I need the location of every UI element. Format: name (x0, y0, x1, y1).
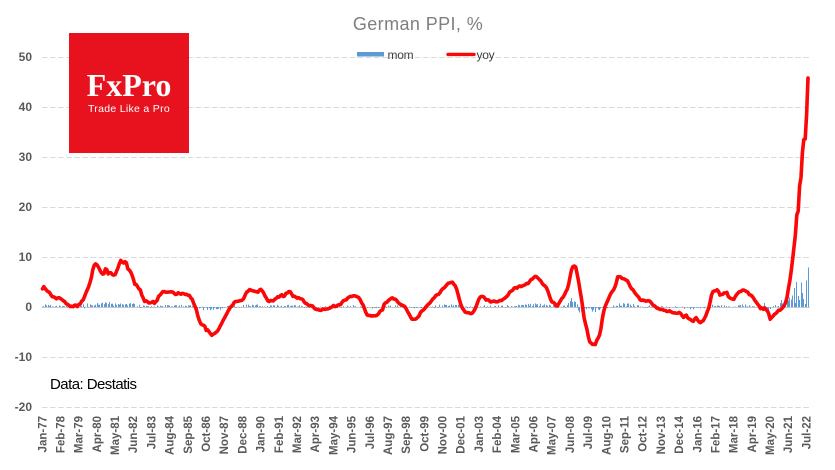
svg-text:Mar-79: Mar-79 (74, 416, 86, 453)
svg-text:May-20: May-20 (765, 416, 777, 455)
svg-text:Feb-17: Feb-17 (711, 416, 723, 453)
svg-text:Dec-01: Dec-01 (456, 415, 468, 453)
svg-text:Mar-18: Mar-18 (729, 415, 741, 453)
svg-text:Feb-04: Feb-04 (492, 415, 504, 453)
svg-text:Apr-93: Apr-93 (310, 416, 322, 452)
svg-text:Jan-03: Jan-03 (474, 416, 486, 452)
svg-text:Jun-95: Jun-95 (347, 415, 359, 453)
svg-text:FxPro: FxPro (87, 67, 172, 103)
svg-text:Sep-11: Sep-11 (620, 415, 632, 453)
svg-text:Data: Destatis: Data: Destatis (50, 376, 137, 393)
svg-text:Jun-08: Jun-08 (565, 415, 577, 453)
svg-text:Jul-83: Jul-83 (146, 416, 158, 449)
svg-text:Nov-00: Nov-00 (438, 416, 450, 454)
svg-text:Apr-06: Apr-06 (529, 416, 541, 452)
svg-text:Oct-99: Oct-99 (419, 416, 431, 452)
svg-text:Jul-22: Jul-22 (801, 416, 813, 449)
svg-text:Nov-13: Nov-13 (656, 416, 668, 454)
svg-text:-10: -10 (15, 350, 33, 364)
svg-text:Sep-85: Sep-85 (183, 415, 195, 453)
svg-text:Apr-19: Apr-19 (747, 416, 759, 452)
svg-text:Oct-86: Oct-86 (201, 416, 213, 452)
svg-text:50: 50 (19, 50, 33, 64)
svg-text:20: 20 (19, 200, 33, 214)
svg-text:May-07: May-07 (547, 416, 559, 455)
svg-text:Aug-10: Aug-10 (601, 416, 613, 455)
svg-text:Aug-97: Aug-97 (383, 416, 395, 455)
svg-text:Jan-77: Jan-77 (37, 416, 49, 452)
svg-text:40: 40 (19, 100, 33, 114)
svg-text:Oct-12: Oct-12 (638, 416, 650, 452)
svg-text:Dec-88: Dec-88 (237, 415, 249, 453)
svg-text:Jul-09: Jul-09 (583, 416, 595, 449)
svg-text:Trade Like a Pro: Trade Like a Pro (88, 103, 170, 115)
svg-text:Nov-87: Nov-87 (219, 416, 231, 454)
svg-text:Sep-98: Sep-98 (401, 415, 413, 453)
svg-text:Jan-90: Jan-90 (256, 416, 268, 452)
svg-text:10: 10 (19, 250, 33, 264)
svg-text:Feb-91: Feb-91 (274, 415, 286, 453)
svg-text:-20: -20 (15, 400, 33, 414)
svg-text:May-81: May-81 (110, 415, 122, 455)
svg-text:0: 0 (25, 300, 32, 314)
svg-text:Dec-14: Dec-14 (674, 415, 686, 453)
svg-text:Jun-21: Jun-21 (783, 415, 795, 453)
svg-text:Jul-96: Jul-96 (365, 416, 377, 449)
svg-text:mom: mom (388, 48, 414, 62)
svg-text:German PPI, %: German PPI, % (353, 14, 483, 34)
svg-text:Jun-82: Jun-82 (128, 416, 140, 453)
svg-text:Aug-84: Aug-84 (165, 415, 177, 455)
svg-text:Jan-16: Jan-16 (692, 416, 704, 452)
svg-text:May-94: May-94 (328, 415, 340, 455)
svg-text:30: 30 (19, 150, 33, 164)
svg-text:Mar-92: Mar-92 (292, 416, 304, 453)
svg-text:yoy: yoy (477, 48, 495, 62)
svg-text:Mar-05: Mar-05 (510, 415, 522, 453)
svg-text:Feb-78: Feb-78 (55, 415, 67, 453)
svg-text:Apr-80: Apr-80 (92, 416, 104, 452)
